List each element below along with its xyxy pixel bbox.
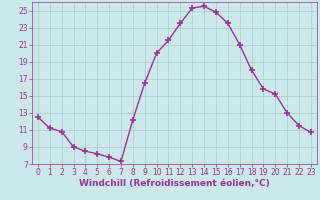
- X-axis label: Windchill (Refroidissement éolien,°C): Windchill (Refroidissement éolien,°C): [79, 179, 270, 188]
